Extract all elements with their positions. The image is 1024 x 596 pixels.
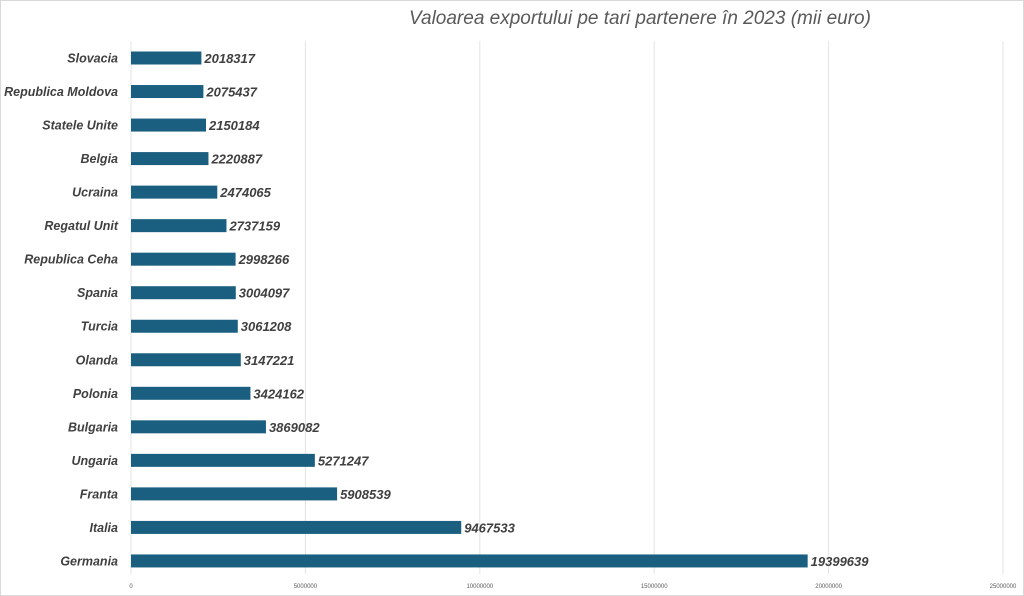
data-label: 3147221 bbox=[244, 353, 295, 368]
bar bbox=[131, 286, 236, 300]
chart-title: Valoarea exportului pe tari partenere în… bbox=[409, 8, 871, 29]
category-label: Statele Unite bbox=[42, 119, 118, 133]
data-label: 5271247 bbox=[318, 453, 369, 468]
data-label: 2018317 bbox=[203, 51, 255, 66]
bar bbox=[131, 353, 241, 367]
category-label: Bulgaria bbox=[68, 420, 118, 434]
data-label: 3004097 bbox=[239, 286, 290, 301]
bar bbox=[131, 118, 206, 132]
bar bbox=[131, 319, 238, 333]
category-label: Polonia bbox=[73, 387, 118, 401]
bar bbox=[131, 554, 808, 568]
data-label: 2998266 bbox=[238, 252, 290, 267]
bar bbox=[131, 51, 202, 65]
bar bbox=[131, 85, 204, 99]
data-label: 3424162 bbox=[253, 386, 304, 401]
data-label: 5908539 bbox=[340, 487, 391, 502]
data-label: 2220887 bbox=[210, 152, 262, 167]
x-tick-label: 10000000 bbox=[466, 584, 493, 590]
category-label: Ungaria bbox=[71, 454, 118, 468]
x-tick-label: 20000000 bbox=[815, 584, 842, 590]
data-label: 3869082 bbox=[269, 420, 320, 435]
category-label: Slovacia bbox=[67, 52, 118, 66]
bar bbox=[131, 252, 236, 266]
category-label: Regatul Unit bbox=[44, 219, 118, 233]
category-label: Olanda bbox=[76, 353, 118, 367]
category-label: Republica Ceha bbox=[24, 253, 118, 267]
data-label: 19399639 bbox=[811, 554, 870, 569]
data-label: 3061208 bbox=[241, 319, 292, 334]
category-label: Belgia bbox=[80, 152, 118, 166]
category-label: Spania bbox=[77, 286, 118, 300]
data-label: 2737159 bbox=[228, 219, 280, 234]
category-label: Germania bbox=[60, 554, 118, 568]
data-label: 2474065 bbox=[219, 185, 271, 200]
bar bbox=[131, 386, 251, 400]
x-tick-label: 0 bbox=[129, 584, 133, 590]
category-label: Franta bbox=[80, 487, 118, 501]
x-tick-label: 5000000 bbox=[294, 584, 318, 590]
category-label: Turcia bbox=[81, 320, 118, 334]
bar bbox=[131, 219, 227, 233]
bar bbox=[131, 487, 338, 501]
category-label: Italia bbox=[90, 521, 119, 535]
data-label: 2150184 bbox=[208, 118, 260, 133]
data-label: 2075437 bbox=[205, 85, 257, 100]
x-tick-label: 15000000 bbox=[641, 584, 668, 590]
category-label: Ucraina bbox=[72, 186, 118, 200]
x-tick-label: 25000000 bbox=[990, 584, 1017, 590]
bar bbox=[131, 152, 209, 166]
bar bbox=[131, 420, 266, 434]
bar bbox=[131, 185, 218, 199]
bar bbox=[131, 520, 462, 534]
category-label: Republica Moldova bbox=[4, 85, 118, 99]
bar bbox=[131, 453, 315, 467]
data-label: 9467533 bbox=[464, 520, 515, 535]
